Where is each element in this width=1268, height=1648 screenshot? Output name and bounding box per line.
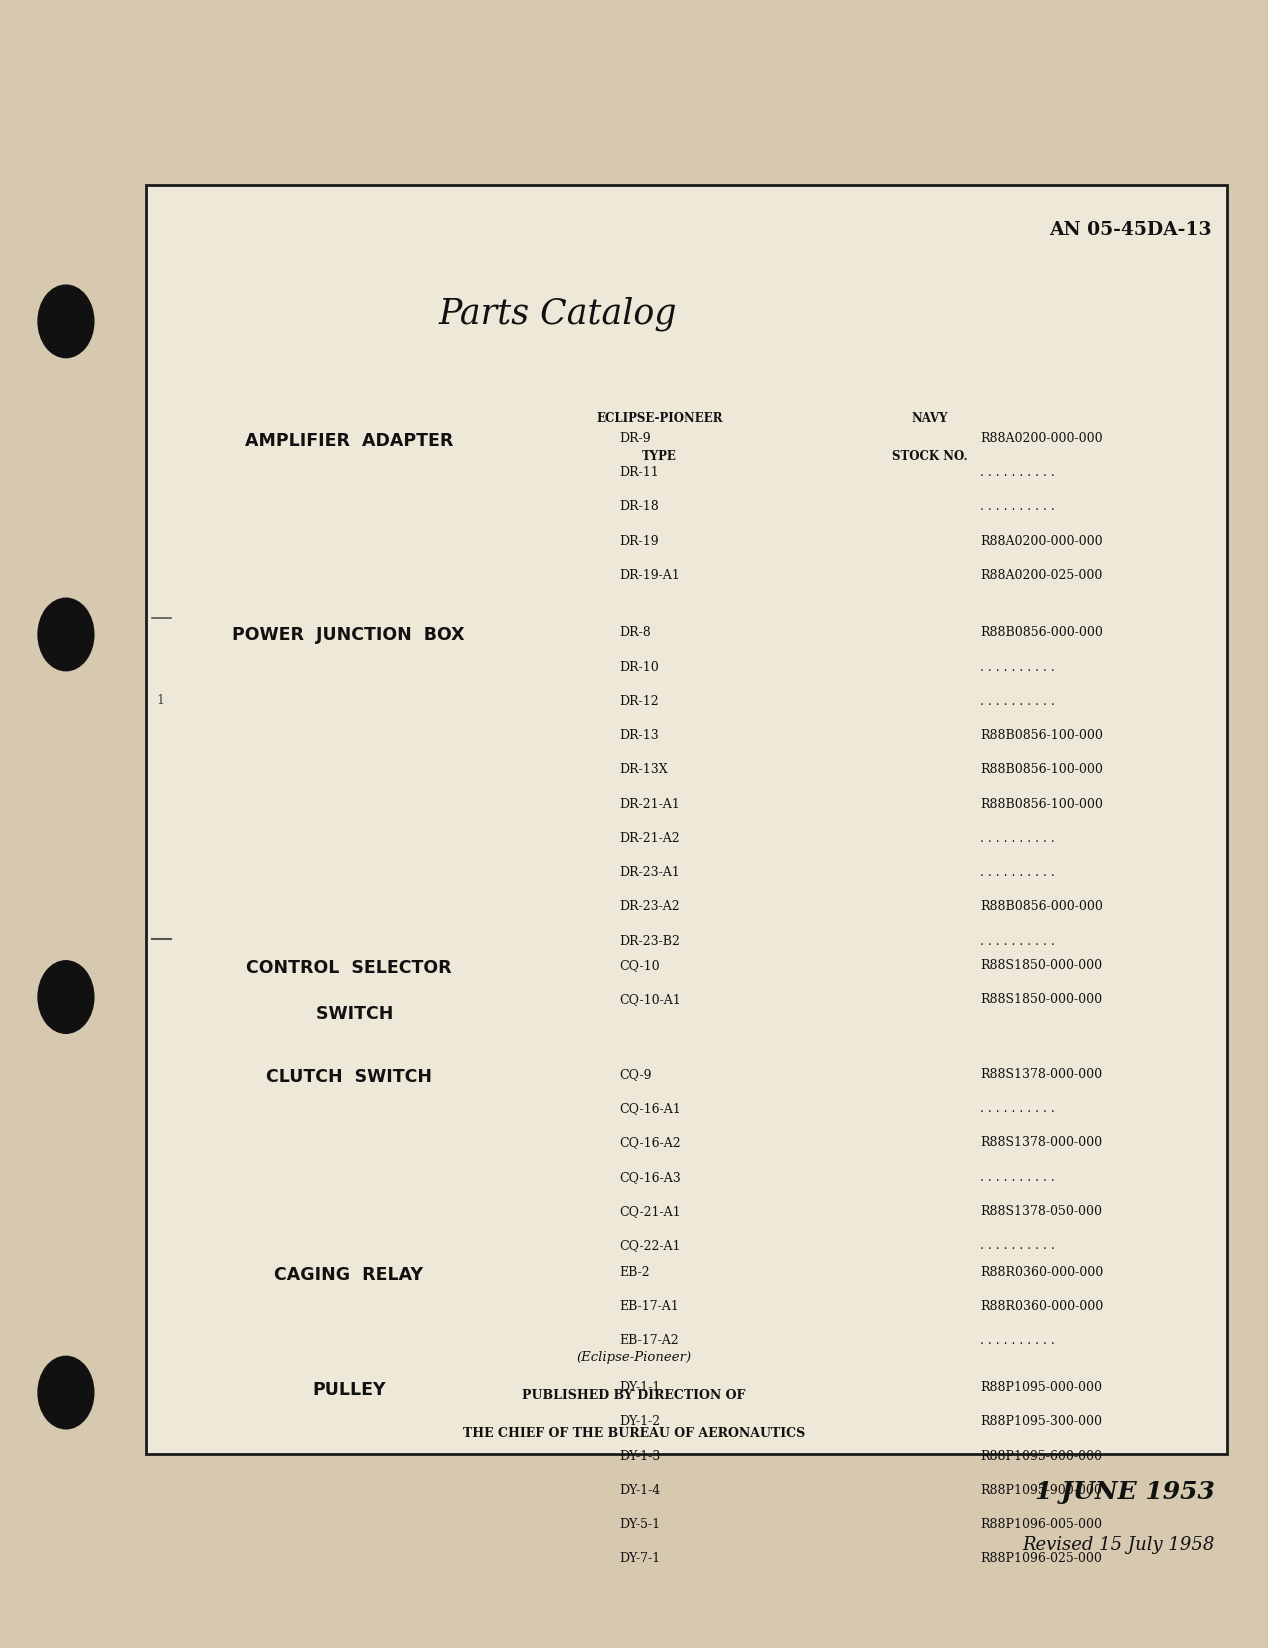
Text: 1: 1 — [156, 694, 164, 707]
Text: R88S1378-050-000: R88S1378-050-000 — [980, 1205, 1102, 1218]
Text: CAGING  RELAY: CAGING RELAY — [274, 1266, 424, 1284]
Circle shape — [38, 1356, 94, 1429]
Text: . . . . . . . . . .: . . . . . . . . . . — [980, 695, 1055, 707]
Circle shape — [38, 285, 94, 358]
Text: DR-12: DR-12 — [619, 695, 658, 707]
Text: . . . . . . . . . .: . . . . . . . . . . — [980, 661, 1055, 674]
Text: R88S1850-000-000: R88S1850-000-000 — [980, 959, 1102, 972]
Text: . . . . . . . . . .: . . . . . . . . . . — [980, 867, 1055, 878]
Text: R88P1095-300-000: R88P1095-300-000 — [980, 1416, 1102, 1429]
Text: DY-5-1: DY-5-1 — [619, 1518, 659, 1531]
Text: R88P1096-005-000: R88P1096-005-000 — [980, 1518, 1102, 1531]
Text: R88A0200-025-000: R88A0200-025-000 — [980, 569, 1103, 582]
Text: PULLEY: PULLEY — [312, 1381, 385, 1399]
Text: DR-21-A1: DR-21-A1 — [619, 798, 680, 811]
Text: CQ-21-A1: CQ-21-A1 — [619, 1205, 681, 1218]
Text: DR-13: DR-13 — [619, 728, 658, 742]
Text: R88R0360-000-000: R88R0360-000-000 — [980, 1300, 1103, 1313]
Text: DR-11: DR-11 — [619, 466, 658, 480]
Text: DR-9: DR-9 — [619, 432, 650, 445]
Text: DY-1-4: DY-1-4 — [619, 1483, 661, 1496]
Text: 1 JUNE 1953: 1 JUNE 1953 — [1035, 1480, 1215, 1505]
Text: DR-18: DR-18 — [619, 501, 658, 513]
Text: CLUTCH  SWITCH: CLUTCH SWITCH — [266, 1068, 431, 1086]
Text: EB-2: EB-2 — [619, 1266, 649, 1279]
Text: . . . . . . . . . .: . . . . . . . . . . — [980, 1103, 1055, 1116]
Text: Parts Catalog: Parts Catalog — [439, 297, 677, 331]
Text: DY-7-1: DY-7-1 — [619, 1552, 659, 1566]
Text: STOCK NO.: STOCK NO. — [891, 450, 967, 463]
Bar — [146, 185, 1227, 1454]
Text: PUBLISHED BY DIRECTION OF: PUBLISHED BY DIRECTION OF — [522, 1389, 746, 1402]
Text: DR-19: DR-19 — [619, 534, 658, 547]
Text: POWER  JUNCTION  BOX: POWER JUNCTION BOX — [232, 626, 465, 644]
Text: AN 05-45DA-13: AN 05-45DA-13 — [1050, 221, 1212, 239]
Text: R88R0360-000-000: R88R0360-000-000 — [980, 1266, 1103, 1279]
Text: DR-19-A1: DR-19-A1 — [619, 569, 680, 582]
Text: R88S1378-000-000: R88S1378-000-000 — [980, 1137, 1102, 1149]
Text: R88P1096-025-000: R88P1096-025-000 — [980, 1552, 1102, 1566]
Text: R88B0856-100-000: R88B0856-100-000 — [980, 728, 1103, 742]
Text: . . . . . . . . . .: . . . . . . . . . . — [980, 466, 1055, 480]
Circle shape — [38, 598, 94, 671]
Text: DY-1-2: DY-1-2 — [619, 1416, 659, 1429]
Text: R88P1095-900-000: R88P1095-900-000 — [980, 1483, 1102, 1496]
Text: . . . . . . . . . .: . . . . . . . . . . — [980, 832, 1055, 845]
Text: CQ-16-A3: CQ-16-A3 — [619, 1170, 681, 1183]
Text: DR-23-B2: DR-23-B2 — [619, 934, 680, 948]
Text: ECLIPSE-PIONEER: ECLIPSE-PIONEER — [596, 412, 723, 425]
Text: SWITCH: SWITCH — [304, 1005, 393, 1023]
Text: CQ-9: CQ-9 — [619, 1068, 652, 1081]
Text: CQ-16-A1: CQ-16-A1 — [619, 1103, 681, 1116]
Text: DR-8: DR-8 — [619, 626, 650, 639]
Text: DR-23-A2: DR-23-A2 — [619, 900, 680, 913]
Text: . . . . . . . . . .: . . . . . . . . . . — [980, 1170, 1055, 1183]
Text: CQ-10-A1: CQ-10-A1 — [619, 994, 681, 1007]
Text: EB-17-A2: EB-17-A2 — [619, 1335, 678, 1346]
Text: NAVY: NAVY — [912, 412, 947, 425]
Text: R88S1850-000-000: R88S1850-000-000 — [980, 994, 1102, 1007]
Text: R88S1378-000-000: R88S1378-000-000 — [980, 1068, 1102, 1081]
Text: . . . . . . . . . .: . . . . . . . . . . — [980, 501, 1055, 513]
Text: CQ-16-A2: CQ-16-A2 — [619, 1137, 681, 1149]
Text: THE CHIEF OF THE BUREAU OF AERONAUTICS: THE CHIEF OF THE BUREAU OF AERONAUTICS — [463, 1427, 805, 1440]
Text: . . . . . . . . . .: . . . . . . . . . . — [980, 934, 1055, 948]
Text: R88B0856-000-000: R88B0856-000-000 — [980, 626, 1103, 639]
Text: CQ-10: CQ-10 — [619, 959, 659, 972]
Text: . . . . . . . . . .: . . . . . . . . . . — [980, 1239, 1055, 1252]
Text: DR-10: DR-10 — [619, 661, 658, 674]
Text: R88B0856-000-000: R88B0856-000-000 — [980, 900, 1103, 913]
Text: R88P1095-000-000: R88P1095-000-000 — [980, 1381, 1102, 1394]
Text: R88P1095-600-000: R88P1095-600-000 — [980, 1450, 1102, 1462]
Text: CQ-22-A1: CQ-22-A1 — [619, 1239, 681, 1252]
Text: (Eclipse-Pioneer): (Eclipse-Pioneer) — [577, 1351, 691, 1365]
Text: R88B0856-100-000: R88B0856-100-000 — [980, 763, 1103, 776]
Text: TYPE: TYPE — [642, 450, 677, 463]
Text: DR-21-A2: DR-21-A2 — [619, 832, 680, 845]
Text: EB-17-A1: EB-17-A1 — [619, 1300, 678, 1313]
Text: Revised 15 July 1958: Revised 15 July 1958 — [1022, 1536, 1215, 1554]
Text: CONTROL  SELECTOR: CONTROL SELECTOR — [246, 959, 451, 977]
Text: DR-23-A1: DR-23-A1 — [619, 867, 680, 878]
Text: R88A0200-000-000: R88A0200-000-000 — [980, 432, 1103, 445]
Circle shape — [38, 961, 94, 1033]
Text: DY-1-3: DY-1-3 — [619, 1450, 661, 1462]
Text: R88B0856-100-000: R88B0856-100-000 — [980, 798, 1103, 811]
Text: DY-1-1: DY-1-1 — [619, 1381, 661, 1394]
Text: AMPLIFIER  ADAPTER: AMPLIFIER ADAPTER — [245, 432, 453, 450]
Text: DR-13X: DR-13X — [619, 763, 667, 776]
Text: . . . . . . . . . .: . . . . . . . . . . — [980, 1335, 1055, 1346]
Text: R88A0200-000-000: R88A0200-000-000 — [980, 534, 1103, 547]
